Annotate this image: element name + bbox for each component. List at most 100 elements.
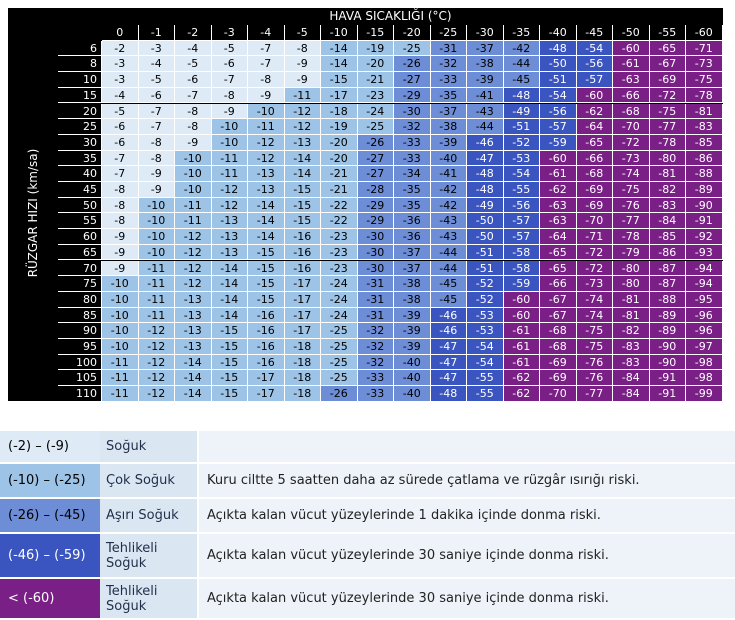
- wind-chill-value-cell: -14: [211, 276, 248, 292]
- wind-chill-value-cell: -28: [357, 182, 394, 198]
- wind-chill-value-cell: -11: [175, 213, 212, 230]
- wind-chill-value-cell: -37: [394, 260, 431, 277]
- wind-chill-value-cell: -82: [613, 323, 650, 339]
- wind-chill-value-cell: -89: [649, 323, 686, 339]
- wind-chill-value-cell: -32: [430, 56, 467, 73]
- wind-chill-value-cell: -47: [430, 339, 467, 355]
- wind-chill-value-cell: -8: [138, 150, 175, 167]
- temperature-header-cell: -15: [357, 25, 394, 41]
- wind-speed-cell: 35: [58, 150, 102, 167]
- wind-chill-value-cell: -74: [576, 291, 613, 308]
- wind-chill-value-cell: -35: [394, 182, 431, 198]
- wind-chill-value-cell: -16: [284, 244, 321, 261]
- wind-chill-value-cell: -91: [649, 386, 686, 402]
- wind-chill-value-cell: -57: [503, 229, 540, 245]
- wind-chill-value-cell: -63: [613, 72, 650, 88]
- wind-chill-value-cell: -84: [613, 370, 650, 387]
- wind-chill-value-cell: -19: [321, 119, 358, 135]
- wind-chill-value-cell: -12: [138, 323, 175, 339]
- wind-chill-value-cell: -45: [503, 72, 540, 88]
- wind-chill-value-cell: -85: [649, 229, 686, 245]
- wind-chill-value-cell: -12: [138, 354, 175, 371]
- wind-chill-value-cell: -39: [467, 72, 504, 88]
- wind-chill-value-cell: -66: [540, 276, 577, 292]
- wind-chill-value-cell: -98: [686, 354, 723, 371]
- wind-chill-value-cell: -10: [138, 197, 175, 214]
- wind-chill-value-cell: -87: [649, 276, 686, 292]
- wind-chill-value-cell: -17: [248, 386, 285, 402]
- wind-chill-value-cell: -81: [686, 103, 723, 120]
- wind-chill-value-cell: -31: [430, 40, 467, 57]
- wind-chill-value-cell: -11: [284, 87, 321, 104]
- wind-chill-value-cell: -21: [357, 72, 394, 88]
- wind-chill-value-cell: -13: [211, 244, 248, 261]
- wind-speed-cell: 60: [58, 229, 102, 245]
- wind-chill-value-cell: -69: [540, 370, 577, 387]
- wind-chill-value-cell: -13: [175, 307, 212, 324]
- temperature-header-cell: -30: [467, 25, 504, 41]
- wind-chill-value-cell: -72: [576, 244, 613, 261]
- wind-chill-value-cell: -13: [284, 134, 321, 151]
- wind-chill-value-cell: -32: [357, 354, 394, 371]
- wind-chill-value-cell: -49: [503, 103, 540, 120]
- wind-chill-value-cell: -55: [467, 370, 504, 387]
- wind-chill-value-cell: -24: [321, 307, 358, 324]
- temperature-header-cell: -35: [503, 25, 540, 41]
- wind-chill-value-cell: -94: [686, 276, 723, 292]
- wind-chill-value-cell: -78: [613, 229, 650, 245]
- wind-chill-value-cell: -5: [138, 72, 175, 88]
- wind-chill-value-cell: -48: [467, 182, 504, 198]
- wind-chill-value-cell: -36: [394, 229, 431, 245]
- wind-chill-value-cell: -17: [284, 323, 321, 339]
- wind-chill-value-cell: -65: [649, 40, 686, 57]
- wind-chill-value-cell: -10: [175, 166, 212, 182]
- wind-chill-value-cell: -51: [467, 244, 504, 261]
- legend-range: (-10) – (-25): [0, 464, 100, 497]
- wind-chill-value-cell: -25: [321, 323, 358, 339]
- wind-chill-value-cell: -33: [394, 134, 431, 151]
- wind-chill-value-cell: -77: [649, 119, 686, 135]
- wind-chill-value-cell: -11: [102, 386, 139, 402]
- wind-chill-value-cell: -26: [357, 134, 394, 151]
- wind-chill-value-cell: -12: [284, 119, 321, 135]
- wind-chill-value-cell: -63: [540, 197, 577, 214]
- legend-row: (-10) – (-25) Çok Soğuk Kuru ciltte 5 saat…: [0, 464, 735, 499]
- wind-chill-value-cell: -20: [357, 56, 394, 73]
- wind-chill-value-cell: -15: [248, 260, 285, 277]
- wind-chill-value-cell: -62: [540, 182, 577, 198]
- wind-chill-value-cell: -74: [613, 166, 650, 182]
- wind-chill-value-cell: -13: [175, 291, 212, 308]
- wind-chill-value-cell: -78: [649, 134, 686, 151]
- wind-chill-value-cell: -8: [102, 197, 139, 214]
- wind-chill-value-cell: -7: [138, 103, 175, 120]
- wind-chill-value-cell: -70: [540, 386, 577, 402]
- wind-chill-value-cell: -54: [576, 40, 613, 57]
- wind-chill-value-cell: -12: [138, 386, 175, 402]
- wind-chill-value-cell: -32: [357, 339, 394, 355]
- wind-chill-value-cell: -14: [211, 260, 248, 277]
- wind-chill-value-cell: -69: [649, 72, 686, 88]
- wind-chill-value-cell: -33: [357, 370, 394, 387]
- wind-chill-value-cell: -16: [248, 354, 285, 371]
- wind-chill-value-cell: -32: [394, 119, 431, 135]
- temperature-header-cell: -2: [175, 25, 212, 41]
- wind-speed-cell: 95: [58, 339, 102, 355]
- wind-chill-value-cell: -57: [540, 119, 577, 135]
- wind-chill-value-cell: -64: [540, 229, 577, 245]
- wind-chill-value-cell: -14: [175, 386, 212, 402]
- wind-chill-value-cell: -43: [430, 213, 467, 230]
- wind-chill-value-cell: -21: [321, 166, 358, 182]
- legend-category-name: Tehlikeli Soğuk: [100, 579, 197, 618]
- wind-chill-value-cell: -15: [284, 213, 321, 230]
- wind-chill-value-cell: -21: [321, 182, 358, 198]
- wind-chill-value-cell: -9: [248, 87, 285, 104]
- wind-speed-cell: 30: [58, 134, 102, 151]
- wind-chill-value-cell: -60: [613, 40, 650, 57]
- wind-speed-cell: 45: [58, 182, 102, 198]
- wind-chill-value-cell: -16: [248, 307, 285, 324]
- wind-chill-value-cell: -51: [467, 260, 504, 277]
- wind-chill-value-cell: -50: [467, 229, 504, 245]
- wind-chill-value-cell: -11: [102, 370, 139, 387]
- wind-chill-value-cell: -17: [284, 307, 321, 324]
- wind-chill-value-cell: -11: [138, 276, 175, 292]
